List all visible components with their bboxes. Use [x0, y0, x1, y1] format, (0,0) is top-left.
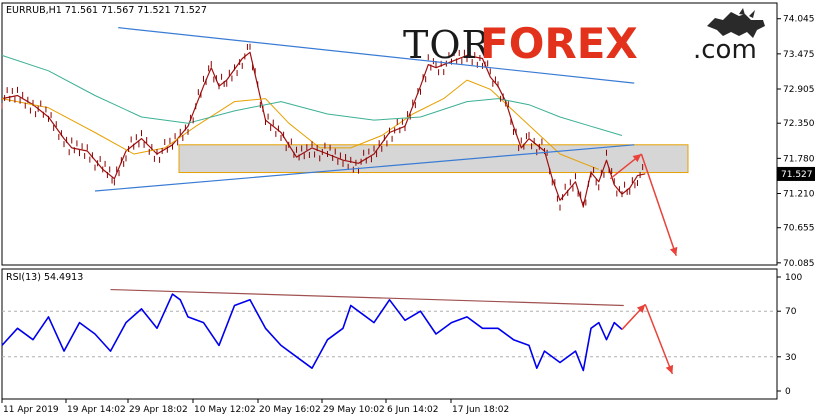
moving-average-100-line [1, 54, 623, 136]
rsi-trendline [110, 288, 624, 307]
price-ytick-label: 73.475 [783, 50, 815, 60]
forecast-arrow-down-head [665, 364, 674, 374]
rsi-ytick-label: 100 [785, 273, 802, 283]
forecast-arrow-down [640, 153, 677, 256]
forecast-arrow-down [644, 304, 674, 375]
trendline-upper [118, 27, 635, 84]
current-price-marker [777, 166, 815, 181]
price-ytick-label: 71.780 [783, 154, 815, 164]
price-ytick-label: 71.210 [783, 189, 815, 199]
torforex-logo: TOR FOREX .com [403, 8, 765, 68]
price-ytick-label: 74.045 [783, 15, 815, 25]
logo-text-tor: TOR [403, 23, 491, 67]
price-chart-title: EURRUB,H1 71.561 71.567 71.521 71.527 [6, 5, 207, 16]
current-price-label: 71.527 [781, 170, 813, 180]
price-ytick-label: 70.085 [783, 259, 815, 269]
x-tick-label: 6 Jun 14:02 [387, 405, 438, 415]
logo-text-forex: FOREX [480, 19, 638, 68]
rsi-ytick-label: 70 [785, 307, 797, 317]
price-ytick-label: 72.905 [783, 85, 815, 95]
price-ytick-label: 70.655 [783, 224, 815, 234]
price-layer [1, 27, 689, 256]
x-tick-label: 11 Apr 2019 [3, 405, 59, 415]
rsi-panel-frame [1, 268, 778, 400]
moving-average-50-line [1, 79, 599, 170]
logo-text-com: .com [693, 35, 757, 65]
forecast-arrow-up-head [636, 304, 646, 313]
x-tick-label: 29 Apr 18:02 [129, 405, 188, 415]
price-ytick-label: 72.350 [783, 119, 815, 129]
x-tick-label: 19 Apr 14:02 [67, 405, 126, 415]
rsi-chart-title: RSI(13) 54.4913 [6, 272, 83, 283]
forecast-arrow-up-head [632, 154, 642, 163]
x-tick-label: 10 May 12:02 [194, 405, 256, 415]
rsi-line [1, 293, 623, 372]
bull-bear-icon [707, 8, 765, 38]
x-tick-label: 29 May 10:02 [323, 405, 385, 415]
rsi-layer [1, 288, 777, 375]
price-panel-frame [1, 2, 778, 266]
axis-layer: 74.045 73.475 72.905 72.350 71.780 71.210 70.6… [1, 15, 815, 415]
x-tick-label: 17 Jun 18:02 [452, 405, 509, 415]
rsi-ytick-label: 0 [785, 387, 791, 397]
rsi-ytick-label: 30 [785, 353, 797, 363]
trendline-lower [94, 144, 635, 192]
x-tick-label: 20 May 16:02 [259, 405, 321, 415]
forecast-arrow-down-head [669, 246, 678, 256]
